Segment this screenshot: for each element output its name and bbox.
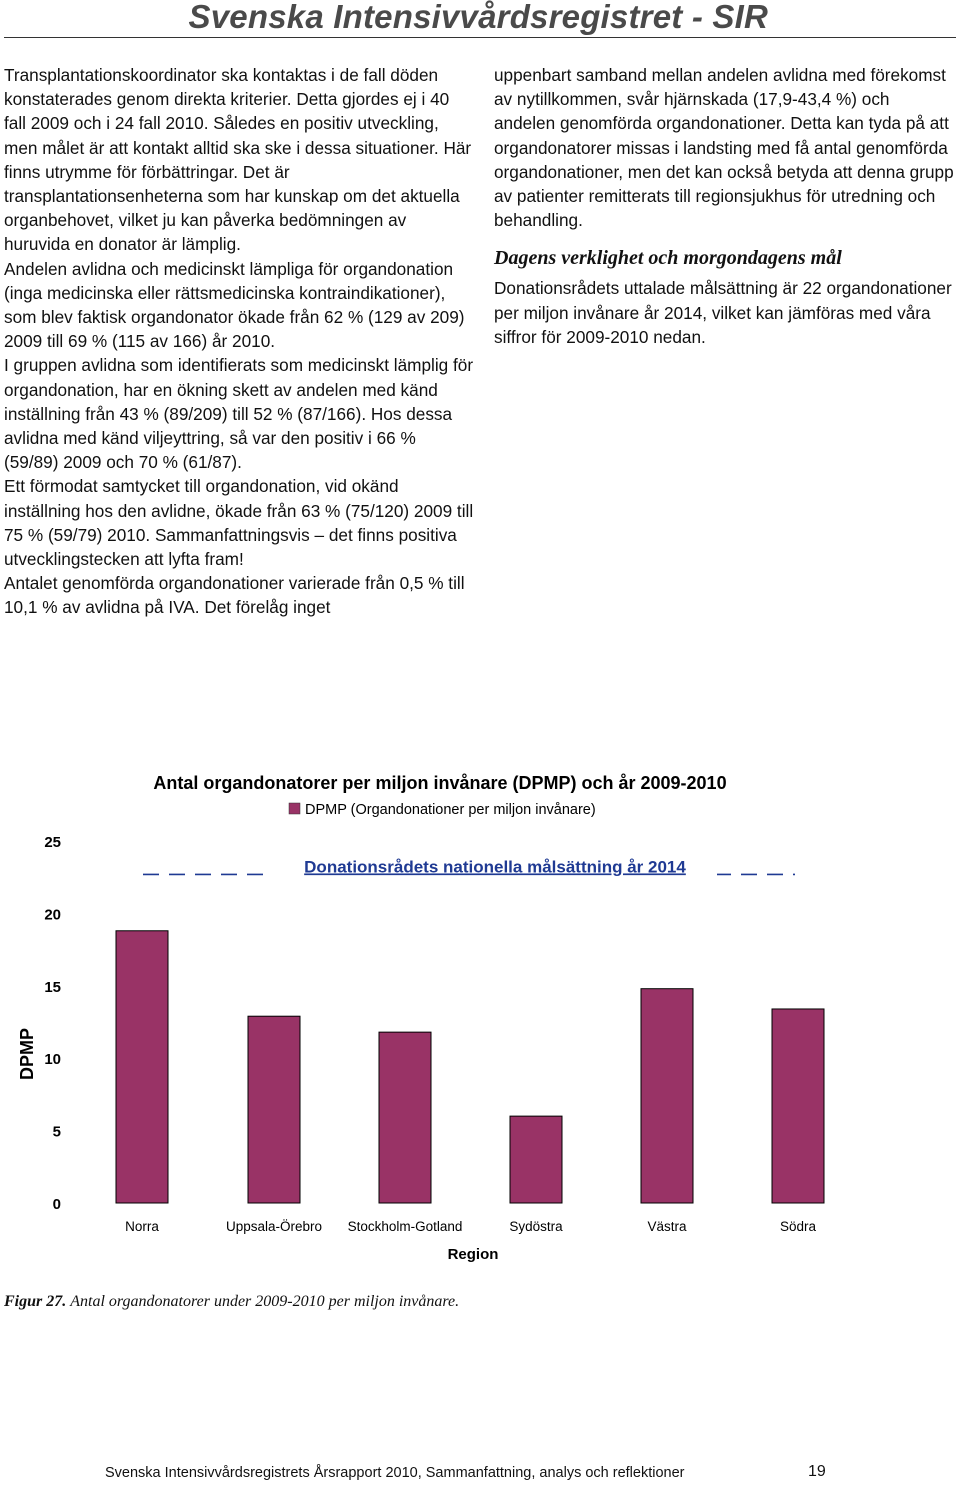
paragraph-known-attitude: I gruppen avlidna som identifierats som … [4, 355, 474, 473]
figure-number: Figur 27. [4, 1293, 67, 1310]
y-tick-label: 5 [53, 1124, 61, 1141]
page-header-title: Svenska Intensivvårdsregistret - SIR [188, 0, 768, 35]
paragraph-brain-injury-relation: uppenbart samband mellan andelen avlidna… [494, 65, 954, 231]
section-heading: Dagens verklighet och morgondagens mål [494, 247, 842, 270]
paragraph-transplant-coordinator: Transplantationskoordinator ska kontakta… [4, 65, 472, 255]
paragraph-suitable-donors: Andelen avlidna och medicinskt lämpliga … [4, 258, 465, 352]
y-tick-label: 20 [44, 906, 61, 923]
figure-caption-text: Antal organdonatorer under 2009-2010 per… [70, 1293, 460, 1310]
y-tick-label: 25 [44, 834, 61, 851]
bar-stockholm-gotland [378, 1031, 432, 1204]
x-axis-label: Region [448, 1246, 499, 1263]
x-tick-label: Uppsala-Örebro [226, 1219, 322, 1234]
y-axis-label: DPMP [17, 1028, 37, 1080]
chart-title: Antal organdonatorer per miljon invånare… [153, 773, 726, 793]
x-tick-label: Sydöstra [509, 1219, 563, 1234]
x-tick-label: Norra [125, 1219, 159, 1234]
dpmp-bar-chart: Antal organdonatorer per miljon invånare… [17, 773, 825, 1263]
bar-uppsala-rebro [247, 1015, 301, 1204]
right-text-column: uppenbart samband mellan andelen avlidna… [494, 63, 954, 349]
x-tick-label: Stockholm-Gotland [348, 1219, 463, 1234]
header-divider [4, 37, 956, 38]
legend-label: DPMP (Organdonationer per miljon invånar… [305, 802, 596, 818]
legend-swatch [288, 802, 301, 815]
bar-s-dra [771, 1008, 825, 1204]
figure-caption: Figur 27. Antal organdonatorer under 200… [4, 1293, 459, 1311]
bar-syd-stra [509, 1115, 563, 1204]
y-tick-label: 0 [53, 1196, 61, 1213]
y-tick-label: 15 [44, 979, 61, 996]
left-text-column: Transplantationskoordinator ska kontakta… [4, 63, 474, 620]
paragraph-donation-range: Antalet genomförda organdonationer varie… [4, 573, 465, 618]
x-tick-label: Södra [780, 1219, 817, 1234]
paragraph-presumed-consent: Ett förmodat samtycket till organdonatio… [4, 476, 474, 570]
y-tick-label: 10 [44, 1051, 61, 1068]
page-number: 19 [808, 1463, 826, 1480]
target-line-label: Donationsrådets nationella målsättning å… [304, 857, 686, 876]
bar-norra [115, 930, 169, 1204]
x-tick-label: Västra [647, 1219, 687, 1234]
footer-text: Svenska Intensivvårdsregistrets Årsrappo… [105, 1465, 685, 1481]
target-label-background [273, 854, 717, 877]
bar-v-stra [640, 988, 694, 1204]
paragraph-target-goal: Donationsrådets uttalade målsättning är … [494, 278, 952, 347]
